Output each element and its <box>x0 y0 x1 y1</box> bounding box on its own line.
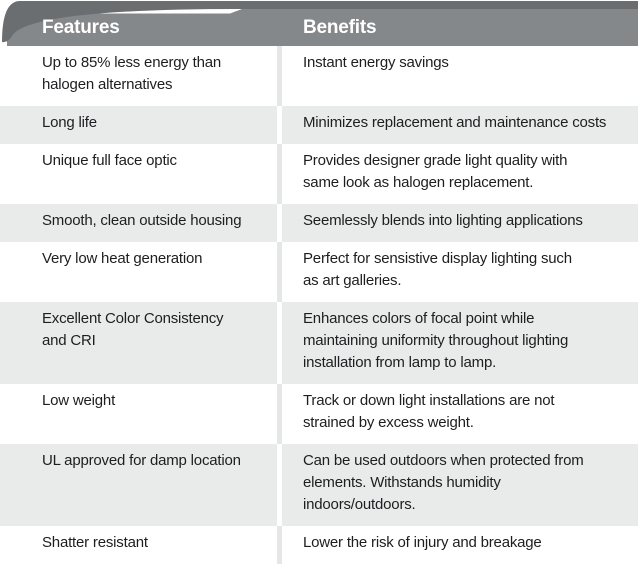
table-header: Features Benefits <box>0 0 638 46</box>
table-row: Up to 85% less energy than halogen alter… <box>0 46 638 106</box>
feature-cell: Shatter resistant <box>0 526 277 564</box>
column-divider <box>277 302 282 384</box>
feature-cell: Unique full face optic <box>0 144 277 204</box>
benefit-cell: Can be used outdoors when protected from… <box>282 444 638 526</box>
table-row: Excellent Color Consistency and CRI Enha… <box>0 302 638 384</box>
table-row: Smooth, clean outside housing Seemlessly… <box>0 204 638 242</box>
benefit-cell: Lower the risk of injury and breakage <box>282 526 638 564</box>
benefit-cell: Perfect for sensistive display lighting … <box>282 242 638 302</box>
feature-cell: UL approved for damp location <box>0 444 277 526</box>
table-body: Up to 85% less energy than halogen alter… <box>0 46 638 564</box>
header-banner-graphic <box>2 1 638 46</box>
column-divider <box>277 444 282 526</box>
column-header-features: Features <box>42 17 120 38</box>
feature-cell: Smooth, clean outside housing <box>0 204 277 242</box>
table-row: Shatter resistant Lower the risk of inju… <box>0 526 638 564</box>
benefit-cell: Enhances colors of focal point while mai… <box>282 302 638 384</box>
column-divider <box>277 204 282 242</box>
table-row: Unique full face optic Provides designer… <box>0 144 638 204</box>
benefit-cell: Track or down light installations are no… <box>282 384 638 444</box>
benefit-cell: Provides designer grade light quality wi… <box>282 144 638 204</box>
column-divider <box>277 526 282 564</box>
feature-cell: Long life <box>0 106 277 144</box>
column-divider <box>277 144 282 204</box>
column-divider <box>277 242 282 302</box>
corner-swoosh-shape <box>2 1 638 43</box>
benefit-cell: Seemlessly blends into lighting applicat… <box>282 204 638 242</box>
table-row: Low weight Track or down light installat… <box>0 384 638 444</box>
column-divider <box>277 46 282 106</box>
benefit-cell: Instant energy savings <box>282 46 638 106</box>
column-divider <box>277 384 282 444</box>
feature-cell: Up to 85% less energy than halogen alter… <box>0 46 277 106</box>
feature-cell: Excellent Color Consistency and CRI <box>0 302 277 384</box>
table-row: Long life Minimizes replacement and main… <box>0 106 638 144</box>
feature-cell: Low weight <box>0 384 277 444</box>
table-row: UL approved for damp location Can be use… <box>0 444 638 526</box>
column-divider <box>277 106 282 144</box>
benefit-cell: Minimizes replacement and maintenance co… <box>282 106 638 144</box>
column-header-benefits: Benefits <box>303 17 377 38</box>
feature-cell: Very low heat generation <box>0 242 277 302</box>
header-band-shape <box>7 9 638 46</box>
table-row: Very low heat generation Perfect for sen… <box>0 242 638 302</box>
